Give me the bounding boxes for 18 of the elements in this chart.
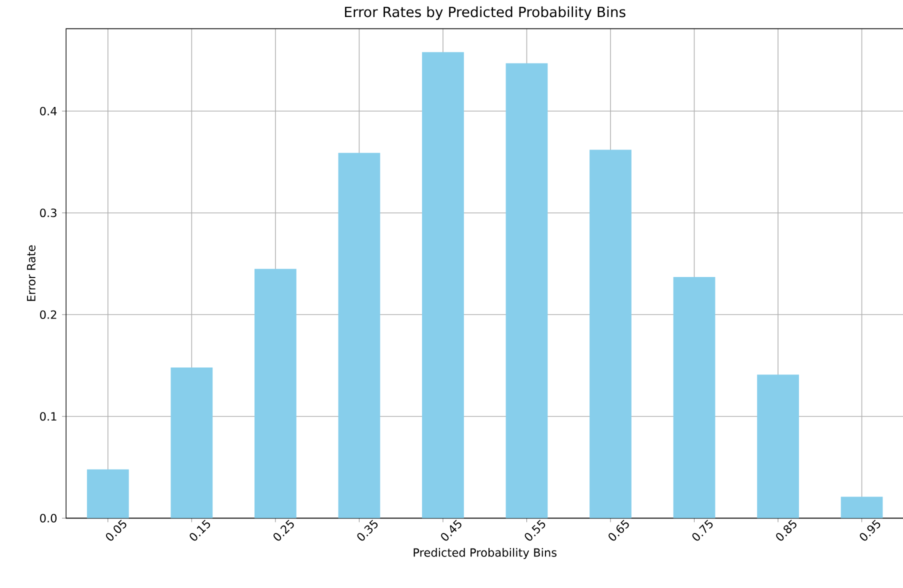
bar	[840, 496, 883, 518]
chart-title: Error Rates by Predicted Probability Bins	[345, 6, 626, 20]
y-tick-label: 0.3	[40, 208, 56, 218]
bar	[170, 367, 213, 518]
bar	[590, 150, 632, 518]
bar	[338, 152, 380, 518]
y-tick-label: 0.4	[40, 106, 57, 116]
bar	[757, 374, 799, 518]
y-axis-title: Error Rate	[27, 245, 36, 301]
bar	[673, 276, 716, 518]
x-axis-title: Predicted Probability Bins	[414, 548, 557, 559]
bar	[254, 268, 296, 518]
bar	[422, 52, 464, 518]
y-tick-label: 0.0	[40, 514, 57, 522]
y-tick-label: 0.2	[40, 310, 56, 319]
bar	[86, 469, 129, 518]
bar	[506, 63, 548, 518]
y-tick-label: 0.1	[40, 412, 56, 421]
